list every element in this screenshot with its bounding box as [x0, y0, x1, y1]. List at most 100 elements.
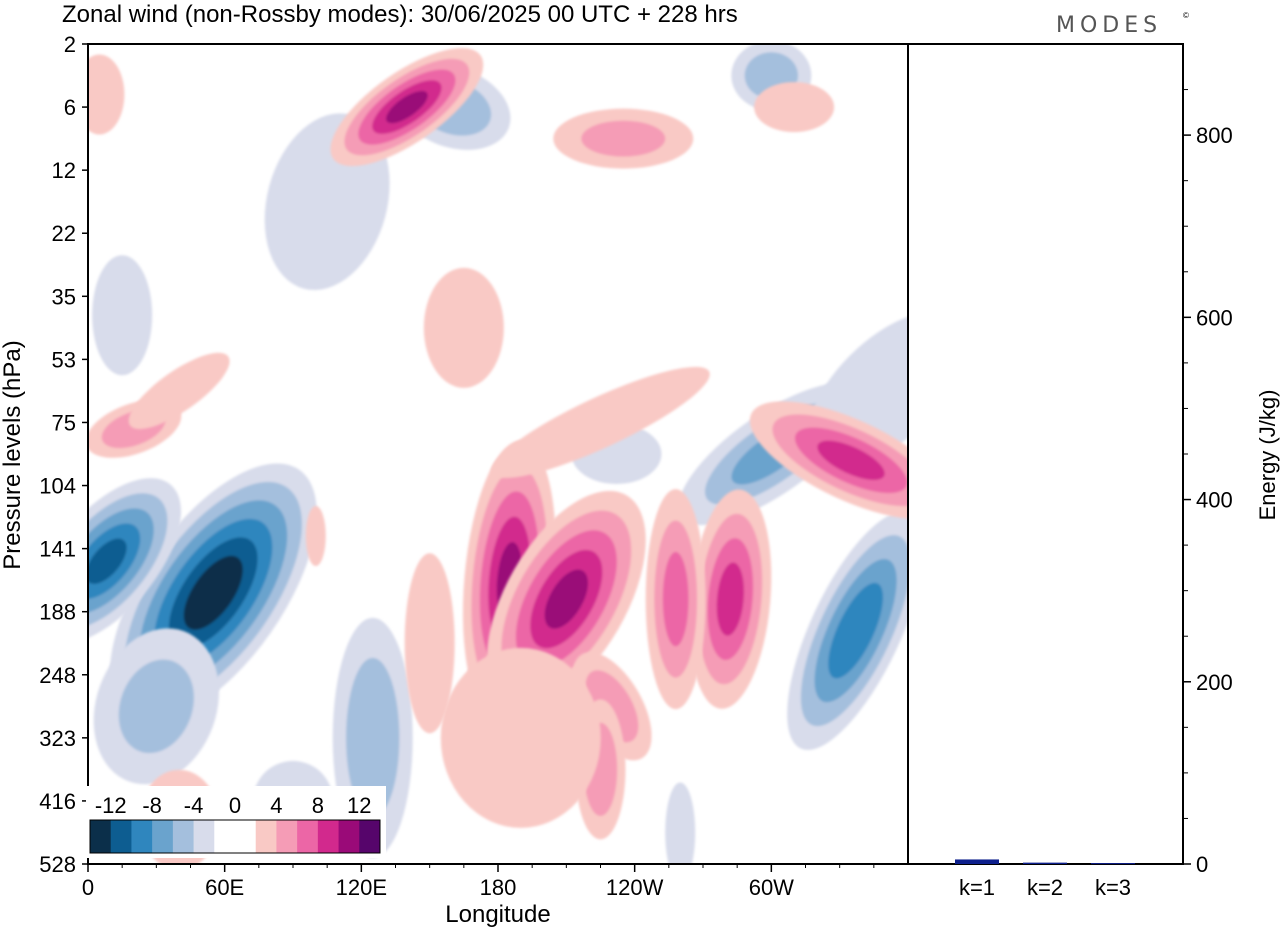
positive-wind-anomaly — [689, 489, 772, 709]
energy-bar-k-2 — [1023, 862, 1067, 864]
contour-band — [665, 782, 696, 864]
x-axis: 0 60E 120E 180 120W 60W — [82, 864, 875, 900]
contour-band — [88, 538, 127, 584]
positive-wind-anomaly — [128, 352, 230, 430]
colorbar-swatch — [235, 820, 257, 853]
y-tick-label: 53 — [52, 347, 76, 372]
negative-wind-anomaly — [787, 511, 908, 750]
energy-tick-label: 400 — [1196, 488, 1233, 513]
contour-band — [440, 647, 601, 828]
colorbar-label: -8 — [142, 793, 162, 818]
negative-wind-anomaly — [88, 478, 182, 645]
y-tick-label: 75 — [52, 410, 76, 435]
energy-bar-label: k=1 — [959, 875, 995, 900]
negative-wind-anomaly — [665, 782, 696, 864]
x-tick-label: 60E — [205, 875, 244, 900]
positive-wind-anomaly — [440, 647, 601, 828]
positive-wind-anomaly — [330, 48, 484, 167]
colorbar-swatch — [317, 820, 340, 853]
y-tick-label: 528 — [39, 852, 76, 877]
colorbar-swatch — [359, 820, 381, 853]
positive-wind-anomaly — [754, 82, 835, 133]
y-tick-label: 323 — [39, 726, 76, 751]
colorbar-swatch — [297, 820, 319, 853]
y-axis-label: Pressure levels (hPa) — [0, 340, 26, 569]
brand-logo: MODES — [1056, 13, 1162, 38]
positive-wind-anomaly — [88, 54, 125, 135]
x-tick-label: 60W — [749, 875, 794, 900]
energy-tick-label: 600 — [1196, 305, 1233, 330]
contour-band — [585, 670, 639, 743]
contour-band — [404, 553, 455, 734]
energy-tick-label: 800 — [1196, 123, 1233, 148]
energy-bar-label: k=2 — [1027, 875, 1063, 900]
energy-tick-label: 0 — [1196, 852, 1208, 877]
colorbar-swatch — [172, 820, 195, 853]
contour-band — [662, 551, 689, 647]
contour-band — [754, 82, 835, 133]
contour-band — [305, 506, 326, 566]
energy-axis-label: Energy (J/kg) — [1255, 390, 1280, 521]
positive-wind-anomaly — [749, 401, 908, 520]
energy-frame — [907, 43, 1184, 865]
contour-band — [581, 120, 666, 157]
energy-bar-k-3 — [1091, 863, 1135, 865]
y-tick-label: 104 — [39, 474, 76, 499]
colorbar-swatch — [152, 820, 174, 853]
contour-band — [346, 657, 400, 818]
colorbar-label: 8 — [312, 793, 324, 818]
colorbar-swatch — [276, 820, 298, 853]
contour-band — [88, 54, 125, 135]
contour-band — [118, 659, 194, 754]
x-tick-label: 120W — [606, 875, 664, 900]
contour-band — [828, 582, 883, 679]
colorbar-label: 12 — [347, 793, 371, 818]
positive-wind-anomaly — [423, 267, 504, 388]
colorbar-frame — [89, 819, 381, 854]
energy-tick-label: 200 — [1196, 670, 1233, 695]
positive-wind-anomaly — [572, 652, 652, 761]
contour-band — [491, 366, 710, 479]
y-tick-label: 35 — [52, 284, 76, 309]
x-axis-label: Longitude — [445, 901, 550, 928]
colorbar-label: 4 — [270, 793, 282, 818]
y-tick-label: 2 — [64, 32, 76, 57]
colorbar-label: -4 — [184, 793, 204, 818]
colorbar-swatch — [255, 820, 277, 853]
colorbar-swatch — [90, 820, 112, 853]
colorbar-swatch — [214, 820, 236, 853]
negative-wind-anomaly — [93, 628, 220, 785]
colorbar-swatch — [193, 820, 215, 853]
colorbar-label: -12 — [95, 793, 127, 818]
colorbar-label: 0 — [229, 793, 241, 818]
positive-wind-anomaly — [305, 506, 326, 566]
chart-title: Zonal wind (non-Rossby modes): 30/06/202… — [62, 1, 738, 28]
contour-band — [128, 352, 230, 430]
y-tick-label: 248 — [39, 663, 76, 688]
contour-band — [92, 255, 153, 376]
y-tick-label: 141 — [39, 537, 76, 562]
colorbar: -12 -8 -4 0 4 8 12 — [86, 786, 386, 858]
brand-mark: © — [1183, 11, 1189, 20]
colorbar-swatch — [338, 820, 360, 853]
y-tick-label: 188 — [39, 600, 76, 625]
contour-band — [183, 555, 243, 630]
energy-bars: k=1 k=2 k=3 — [955, 859, 1135, 900]
contour-band — [716, 562, 744, 636]
x-tick-label: 0 — [82, 875, 94, 900]
energy-axis: 0 200 400 600 800 — [1183, 89, 1233, 877]
y-tick-label: 12 — [52, 158, 76, 183]
x-tick-label: 120E — [336, 875, 387, 900]
positive-wind-anomaly — [404, 553, 455, 734]
colorbar-swatch — [131, 820, 153, 853]
y-tick-label: 416 — [39, 789, 76, 814]
contour-band — [544, 569, 588, 629]
colorbar-swatch — [110, 820, 132, 853]
positive-wind-anomaly — [553, 108, 694, 169]
x-tick-label: 180 — [480, 875, 517, 900]
y-tick-label: 22 — [52, 221, 76, 246]
energy-bar-k-1 — [955, 859, 999, 864]
y-tick-label: 6 — [64, 95, 76, 120]
contour-band — [423, 267, 504, 388]
